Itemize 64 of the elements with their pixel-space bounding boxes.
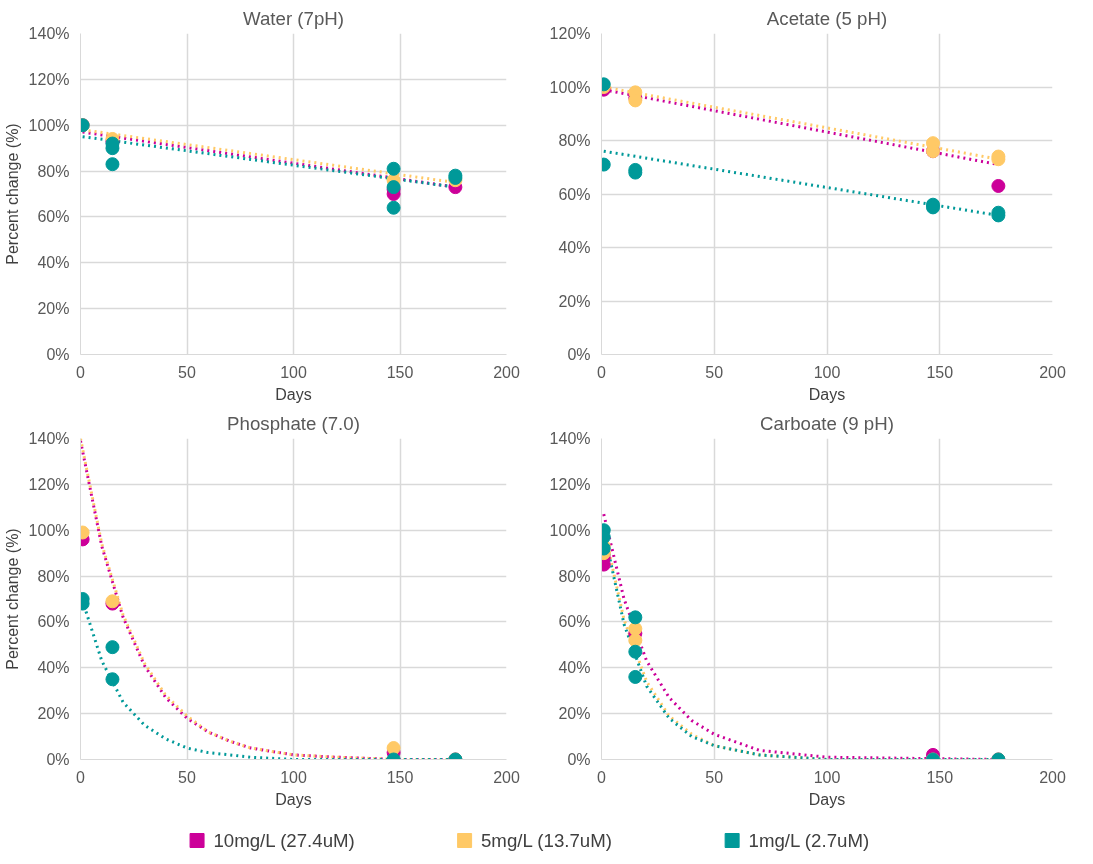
- y-tick-label: 120%: [549, 25, 591, 42]
- y-tick-label: 80%: [558, 132, 591, 149]
- y-tick-label: 100%: [549, 78, 591, 96]
- x-tick-label: 0: [597, 363, 607, 381]
- y-tick-label: 20%: [558, 705, 591, 723]
- y-tick-label: 60%: [37, 208, 70, 226]
- x-tick-label: 200: [1039, 768, 1066, 786]
- x-tick-label: 50: [178, 768, 196, 786]
- chart-title: Acetate (5 pH): [766, 7, 888, 29]
- x-axis-title: Days: [808, 385, 846, 403]
- legend-label: 1mg/L (2.7uM): [748, 830, 870, 851]
- y-tick-label: 0%: [567, 346, 591, 363]
- y-tick-label: 60%: [37, 613, 70, 631]
- x-axis-title: Days: [275, 790, 312, 808]
- x-tick-label: 0: [76, 363, 86, 381]
- x-tick-label: 150: [926, 363, 954, 381]
- y-tick-label: 100%: [549, 521, 591, 539]
- x-tick-label: 150: [386, 363, 414, 381]
- x-tick-label: 150: [386, 768, 414, 786]
- y-tick-label: 120%: [28, 70, 70, 88]
- x-tick-label: 150: [926, 768, 954, 786]
- y-axis-title: Percent change (%): [3, 528, 21, 670]
- x-axis-title: Days: [275, 385, 312, 403]
- y-tick-label: 40%: [558, 239, 591, 256]
- y-tick-label: 140%: [28, 25, 70, 42]
- y-tick-label: 140%: [549, 430, 591, 447]
- y-tick-label: 0%: [46, 346, 70, 363]
- y-tick-label: 20%: [37, 300, 70, 318]
- chart-title: Phosphate (7.0): [227, 412, 360, 434]
- x-tick-label: 0: [76, 768, 86, 786]
- y-tick-label: 20%: [37, 705, 70, 723]
- y-tick-label: 120%: [28, 475, 70, 493]
- y-axis-title: Percent change (%): [3, 123, 21, 265]
- x-tick-label: 200: [1039, 363, 1066, 381]
- legend-label: 5mg/L (13.7uM): [480, 830, 612, 851]
- y-tick-label: 140%: [28, 430, 70, 447]
- x-tick-label: 0: [597, 768, 607, 786]
- y-tick-label: 40%: [37, 659, 70, 677]
- chart-title: Carboate (9 pH): [760, 412, 894, 434]
- y-tick-label: 80%: [558, 567, 591, 585]
- x-tick-label: 50: [705, 768, 724, 786]
- x-tick-label: 200: [493, 363, 520, 381]
- y-tick-label: 120%: [549, 475, 591, 493]
- y-tick-label: 0%: [567, 751, 591, 768]
- y-tick-label: 80%: [37, 567, 70, 585]
- y-tick-label: 60%: [558, 613, 591, 631]
- x-tick-label: 50: [178, 363, 196, 381]
- x-tick-label: 200: [493, 768, 520, 786]
- x-tick-label: 100: [280, 768, 307, 786]
- x-tick-label: 100: [813, 768, 841, 786]
- x-tick-label: 100: [813, 363, 841, 381]
- y-tick-label: 100%: [28, 521, 70, 539]
- y-tick-label: 80%: [37, 162, 70, 180]
- x-axis-title: Days: [808, 790, 846, 808]
- legend-label: 10mg/L (27.4uM): [213, 830, 355, 851]
- chart-title: Water (7pH): [243, 7, 344, 29]
- x-tick-label: 50: [705, 363, 724, 381]
- y-tick-label: 40%: [37, 254, 70, 272]
- y-tick-label: 100%: [28, 116, 70, 134]
- x-tick-label: 100: [280, 363, 307, 381]
- y-tick-label: 0%: [46, 751, 70, 768]
- y-tick-label: 20%: [558, 292, 591, 310]
- y-tick-label: 60%: [558, 185, 591, 203]
- y-tick-label: 40%: [558, 659, 591, 677]
